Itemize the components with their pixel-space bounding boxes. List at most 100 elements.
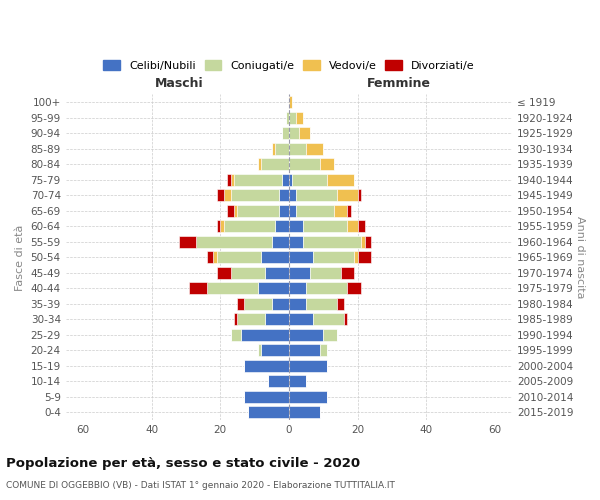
Bar xyxy=(289,329,323,341)
Bar xyxy=(289,127,299,140)
Bar xyxy=(313,314,344,326)
Bar xyxy=(358,220,365,232)
Bar xyxy=(248,406,289,418)
Bar xyxy=(282,174,289,186)
Bar xyxy=(275,142,289,155)
Bar xyxy=(365,236,371,248)
Bar xyxy=(320,158,334,170)
Bar xyxy=(217,220,220,232)
Y-axis label: Anni di nascita: Anni di nascita xyxy=(575,216,585,298)
Bar xyxy=(347,204,351,217)
Bar xyxy=(306,298,337,310)
Bar xyxy=(289,406,320,418)
Bar xyxy=(341,267,354,279)
Bar xyxy=(289,360,327,372)
Bar xyxy=(262,158,289,170)
Bar xyxy=(358,189,361,202)
Bar xyxy=(296,189,337,202)
Bar xyxy=(238,298,244,310)
Bar xyxy=(179,236,196,248)
Bar xyxy=(258,344,262,356)
Bar xyxy=(230,329,241,341)
Bar xyxy=(289,174,292,186)
Bar xyxy=(224,220,275,232)
Bar xyxy=(289,376,306,388)
Bar xyxy=(303,236,361,248)
Bar xyxy=(292,174,327,186)
Bar xyxy=(265,267,289,279)
Bar xyxy=(275,220,289,232)
Bar xyxy=(278,204,289,217)
Bar xyxy=(344,314,347,326)
Bar xyxy=(337,189,358,202)
Bar xyxy=(227,204,234,217)
Bar xyxy=(220,220,224,232)
Bar xyxy=(306,142,323,155)
Bar xyxy=(196,236,272,248)
Bar xyxy=(334,204,347,217)
Bar xyxy=(354,252,358,264)
Bar xyxy=(217,252,262,264)
Bar xyxy=(244,360,289,372)
Bar xyxy=(262,252,289,264)
Bar xyxy=(289,344,320,356)
Legend: Celibi/Nubili, Coniugati/e, Vedovi/e, Divorziati/e: Celibi/Nubili, Coniugati/e, Vedovi/e, Di… xyxy=(101,58,477,73)
Bar xyxy=(244,298,272,310)
Bar xyxy=(272,142,275,155)
Bar xyxy=(337,298,344,310)
Bar xyxy=(230,189,278,202)
Bar xyxy=(289,220,303,232)
Bar xyxy=(289,298,306,310)
Bar xyxy=(320,344,327,356)
Bar xyxy=(224,189,230,202)
Bar xyxy=(190,282,206,294)
Bar xyxy=(289,96,292,108)
Bar xyxy=(289,158,320,170)
Bar xyxy=(206,252,214,264)
Bar xyxy=(268,376,289,388)
Y-axis label: Fasce di età: Fasce di età xyxy=(15,224,25,290)
Bar xyxy=(286,112,289,124)
Bar xyxy=(358,252,371,264)
Bar xyxy=(289,112,296,124)
Text: Femmine: Femmine xyxy=(367,77,431,90)
Bar xyxy=(289,142,306,155)
Bar xyxy=(230,267,265,279)
Bar xyxy=(278,189,289,202)
Bar xyxy=(289,204,296,217)
Bar xyxy=(289,282,306,294)
Bar xyxy=(272,298,289,310)
Bar xyxy=(347,282,361,294)
Bar xyxy=(238,204,278,217)
Bar xyxy=(289,314,313,326)
Bar xyxy=(234,314,238,326)
Bar xyxy=(258,158,262,170)
Bar xyxy=(234,174,282,186)
Bar xyxy=(238,314,265,326)
Bar xyxy=(244,391,289,403)
Text: Maschi: Maschi xyxy=(155,77,203,90)
Bar xyxy=(227,174,230,186)
Bar xyxy=(303,220,347,232)
Text: Popolazione per età, sesso e stato civile - 2020: Popolazione per età, sesso e stato civil… xyxy=(6,458,360,470)
Bar xyxy=(310,267,341,279)
Bar xyxy=(272,236,289,248)
Bar xyxy=(313,252,354,264)
Bar xyxy=(217,189,224,202)
Bar xyxy=(323,329,337,341)
Bar xyxy=(289,252,313,264)
Text: COMUNE DI OGGEBBIO (VB) - Dati ISTAT 1° gennaio 2020 - Elaborazione TUTTITALIA.I: COMUNE DI OGGEBBIO (VB) - Dati ISTAT 1° … xyxy=(6,481,395,490)
Bar xyxy=(299,127,310,140)
Bar xyxy=(230,174,234,186)
Bar xyxy=(289,189,296,202)
Bar xyxy=(289,267,310,279)
Bar xyxy=(234,204,238,217)
Bar xyxy=(214,252,217,264)
Bar xyxy=(241,329,289,341)
Bar xyxy=(306,282,347,294)
Bar xyxy=(217,267,230,279)
Bar xyxy=(206,282,258,294)
Bar xyxy=(361,236,365,248)
Bar xyxy=(262,344,289,356)
Bar xyxy=(289,391,327,403)
